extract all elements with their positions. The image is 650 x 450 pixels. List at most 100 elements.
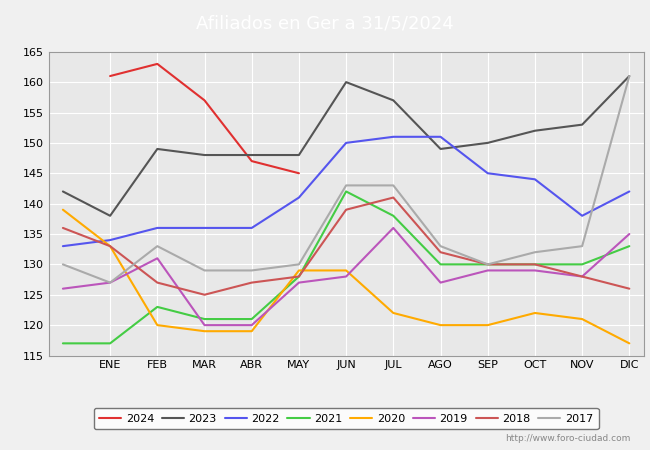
2019 — [531, 268, 539, 273]
2018 — [531, 262, 539, 267]
2023 — [484, 140, 491, 146]
2020 — [484, 323, 491, 328]
Line: 2022: 2022 — [63, 137, 629, 246]
2022 — [153, 225, 161, 231]
2021 — [201, 316, 209, 322]
2021 — [578, 262, 586, 267]
2019 — [153, 256, 161, 261]
2019 — [59, 286, 67, 292]
2018 — [106, 243, 114, 249]
2021 — [437, 262, 445, 267]
2023 — [531, 128, 539, 134]
2020 — [59, 207, 67, 212]
2020 — [201, 328, 209, 334]
2017 — [625, 73, 633, 79]
2019 — [342, 274, 350, 279]
2022 — [484, 171, 491, 176]
2017 — [437, 243, 445, 249]
2018 — [578, 274, 586, 279]
2023 — [201, 153, 209, 158]
2018 — [201, 292, 209, 297]
2017 — [484, 262, 491, 267]
Line: 2024: 2024 — [110, 64, 299, 173]
2018 — [248, 280, 255, 285]
2017 — [342, 183, 350, 188]
2023 — [625, 73, 633, 79]
2020 — [578, 316, 586, 322]
2017 — [248, 268, 255, 273]
2023 — [106, 213, 114, 219]
Line: 2020: 2020 — [63, 210, 629, 343]
2024 — [295, 171, 303, 176]
2020 — [625, 341, 633, 346]
2024 — [153, 61, 161, 67]
2021 — [389, 213, 397, 219]
2018 — [484, 262, 491, 267]
2022 — [578, 213, 586, 219]
2023 — [248, 153, 255, 158]
2020 — [531, 310, 539, 316]
Line: 2017: 2017 — [63, 76, 629, 283]
2019 — [625, 231, 633, 237]
2022 — [295, 195, 303, 200]
2023 — [59, 189, 67, 194]
2018 — [153, 280, 161, 285]
2022 — [342, 140, 350, 146]
2023 — [389, 98, 397, 103]
2022 — [106, 238, 114, 243]
2019 — [484, 268, 491, 273]
2020 — [389, 310, 397, 316]
2019 — [437, 280, 445, 285]
2023 — [578, 122, 586, 127]
2020 — [106, 243, 114, 249]
2022 — [531, 177, 539, 182]
2021 — [248, 316, 255, 322]
2020 — [342, 268, 350, 273]
2024 — [201, 98, 209, 103]
Line: 2018: 2018 — [63, 198, 629, 295]
2020 — [437, 323, 445, 328]
2020 — [248, 328, 255, 334]
2018 — [342, 207, 350, 212]
2021 — [153, 304, 161, 310]
2018 — [389, 195, 397, 200]
2019 — [248, 323, 255, 328]
2022 — [437, 134, 445, 140]
2017 — [59, 262, 67, 267]
2017 — [531, 250, 539, 255]
2017 — [106, 280, 114, 285]
2018 — [295, 274, 303, 279]
Line: 2023: 2023 — [63, 76, 629, 216]
2023 — [153, 146, 161, 152]
2021 — [59, 341, 67, 346]
2023 — [342, 80, 350, 85]
2022 — [201, 225, 209, 231]
2024 — [248, 158, 255, 164]
2021 — [531, 262, 539, 267]
2023 — [295, 153, 303, 158]
2022 — [389, 134, 397, 140]
2019 — [201, 323, 209, 328]
2022 — [248, 225, 255, 231]
2020 — [295, 268, 303, 273]
2017 — [153, 243, 161, 249]
2017 — [389, 183, 397, 188]
2018 — [437, 250, 445, 255]
2021 — [342, 189, 350, 194]
2019 — [389, 225, 397, 231]
2017 — [578, 243, 586, 249]
2021 — [484, 262, 491, 267]
2018 — [625, 286, 633, 292]
2023 — [437, 146, 445, 152]
2019 — [295, 280, 303, 285]
2019 — [106, 280, 114, 285]
2017 — [295, 262, 303, 267]
Line: 2019: 2019 — [63, 228, 629, 325]
Legend: 2024, 2023, 2022, 2021, 2020, 2019, 2018, 2017: 2024, 2023, 2022, 2021, 2020, 2019, 2018… — [94, 408, 599, 429]
2019 — [578, 274, 586, 279]
2020 — [153, 323, 161, 328]
2022 — [59, 243, 67, 249]
2021 — [106, 341, 114, 346]
Text: http://www.foro-ciudad.com: http://www.foro-ciudad.com — [505, 434, 630, 443]
2021 — [625, 243, 633, 249]
